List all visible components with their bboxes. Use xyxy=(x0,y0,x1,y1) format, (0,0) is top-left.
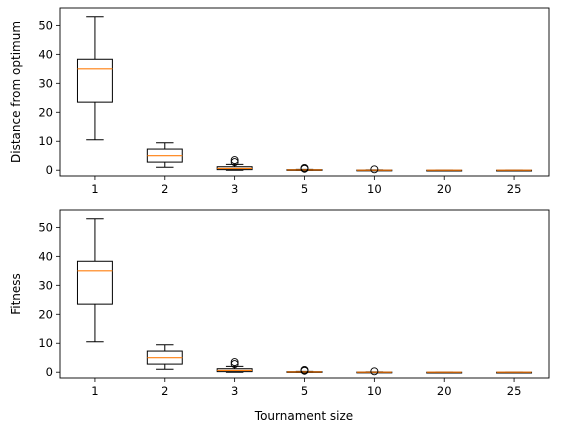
bottom-y-tick-label: 40 xyxy=(38,249,53,263)
bottom-box-1 xyxy=(76,218,113,343)
top-box-3 xyxy=(216,156,253,171)
bottom-y-tick-label: 50 xyxy=(38,220,53,234)
bottom-x-tick-label: 5 xyxy=(301,384,308,398)
bottom-x-tick-label: 1 xyxy=(91,384,98,398)
top-y-tick-label: 20 xyxy=(38,105,53,119)
outlier-point xyxy=(230,156,239,165)
top-y-tick-label: 40 xyxy=(38,47,53,61)
top-box-2 xyxy=(146,142,183,168)
box-iqr xyxy=(76,58,113,103)
bottom-boxplots xyxy=(76,218,533,376)
top-axis-ticks: 0 10 20 30 40 50 1 2 3 5 10 20 25 xyxy=(38,18,521,196)
chart-bottom: 0 10 20 30 40 50 1 2 3 5 10 20 25 Fitness Tournament… xyxy=(9,209,550,423)
bottom-x-tick-label: 10 xyxy=(367,384,382,398)
bottom-x-axis-label: Tournament size xyxy=(254,409,353,423)
outlier-point xyxy=(370,165,379,174)
bottom-plot-frame xyxy=(59,209,550,379)
top-x-tick-label: 10 xyxy=(367,182,382,196)
outlier-point xyxy=(300,365,309,374)
box-iqr xyxy=(76,260,113,305)
top-x-tick-label: 1 xyxy=(91,182,98,196)
top-x-tick-label: 3 xyxy=(231,182,238,196)
top-x-tick-label: 5 xyxy=(301,182,308,196)
bottom-x-tick-label: 25 xyxy=(507,384,522,398)
top-x-tick-label: 2 xyxy=(161,182,168,196)
top-box-10 xyxy=(356,165,393,174)
bottom-y-tick-label: 30 xyxy=(38,278,53,292)
top-y-tick-label: 0 xyxy=(46,163,53,177)
bottom-box-5 xyxy=(286,365,323,375)
top-y-tick-label: 30 xyxy=(38,76,53,90)
chart-top: 0 10 20 30 40 50 1 2 3 5 10 20 25 Distance from opti… xyxy=(9,7,550,196)
top-y-axis-label: Distance from optimum xyxy=(9,21,23,163)
top-x-tick-label: 20 xyxy=(437,182,452,196)
bottom-x-tick-label: 20 xyxy=(437,384,452,398)
bottom-box-20 xyxy=(426,371,463,374)
top-box-1 xyxy=(76,16,113,141)
top-box-20 xyxy=(426,169,463,172)
outlier-point xyxy=(230,358,239,367)
outlier-point xyxy=(230,158,239,167)
bottom-y-tick-label: 20 xyxy=(38,307,53,321)
top-y-tick-label: 50 xyxy=(38,18,53,32)
bottom-box-3 xyxy=(216,358,253,373)
outlier-point xyxy=(300,163,309,172)
top-x-tick-label: 25 xyxy=(507,182,522,196)
bottom-x-tick-label: 2 xyxy=(161,384,168,398)
top-box-5 xyxy=(286,163,323,173)
bottom-box-25 xyxy=(496,371,533,374)
outlier-point xyxy=(370,367,379,376)
bottom-x-tick-label: 3 xyxy=(231,384,238,398)
top-plot-frame xyxy=(59,7,550,177)
bottom-box-10 xyxy=(356,367,393,376)
bottom-y-tick-label: 10 xyxy=(38,336,53,350)
bottom-y-axis-label: Fitness xyxy=(9,273,23,315)
top-y-tick-label: 10 xyxy=(38,134,53,148)
bottom-box-2 xyxy=(146,344,183,370)
outlier-point xyxy=(230,360,239,369)
bottom-axis-ticks: 0 10 20 30 40 50 1 2 3 5 10 20 25 xyxy=(38,220,521,398)
top-box-25 xyxy=(496,169,533,172)
bottom-y-tick-label: 0 xyxy=(46,365,53,379)
top-boxplots xyxy=(76,16,533,174)
